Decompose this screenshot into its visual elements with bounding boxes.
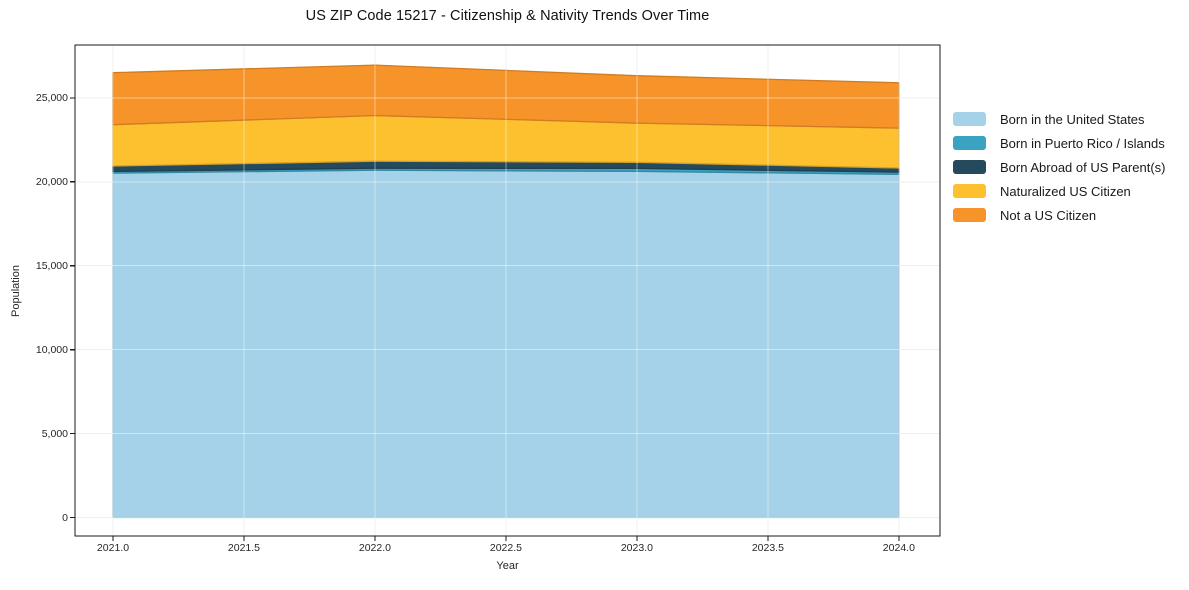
x-tick-label: 2022.0 (358, 542, 391, 554)
legend-item: Naturalized US Citizen (953, 179, 1165, 203)
area-series-4 (112, 64, 900, 129)
x-tick-label: 2022.5 (489, 542, 522, 554)
legend: Born in the United States Born in Puerto … (953, 107, 1165, 227)
legend-swatch-icon (953, 184, 986, 198)
y-tick-label: 0 (62, 511, 68, 524)
y-tick-label: 10,000 (35, 343, 68, 356)
legend-swatch-icon (953, 160, 986, 174)
chart-title: US ZIP Code 15217 - Citizenship & Nativi… (305, 8, 710, 24)
legend-item: Born in Puerto Rico / Islands (953, 131, 1165, 155)
y-tick-label: 20,000 (35, 175, 68, 188)
y-tick-label: 5,000 (41, 427, 68, 440)
x-tick-label: 2021.5 (227, 542, 261, 554)
legend-label: Born Abroad of US Parent(s) (1000, 159, 1166, 175)
x-tick-label: 2021.0 (96, 542, 130, 554)
x-axis-label: Year (496, 560, 519, 572)
plot-frame (74, 44, 941, 537)
legend-label: Not a US Citizen (1000, 207, 1097, 223)
legend-label: Born in Puerto Rico / Islands (1000, 135, 1165, 151)
legend-item: Born Abroad of US Parent(s) (953, 155, 1165, 179)
y-tick-label: 25,000 (35, 91, 68, 104)
legend-swatch-icon (953, 136, 986, 150)
x-tick-label: 2023.5 (751, 542, 784, 554)
legend-item: Not a US Citizen (953, 203, 1165, 227)
y-tick-label: 15,000 (35, 259, 68, 272)
x-tick-label: 2023.0 (620, 542, 653, 554)
legend-swatch-icon (953, 208, 986, 222)
legend-item: Born in the United States (953, 107, 1165, 131)
legend-label: Naturalized US Citizen (1000, 183, 1131, 199)
x-tick-label: 2024.0 (882, 542, 915, 554)
legend-label: Born in the United States (1000, 111, 1145, 127)
legend-swatch-icon (953, 112, 986, 126)
